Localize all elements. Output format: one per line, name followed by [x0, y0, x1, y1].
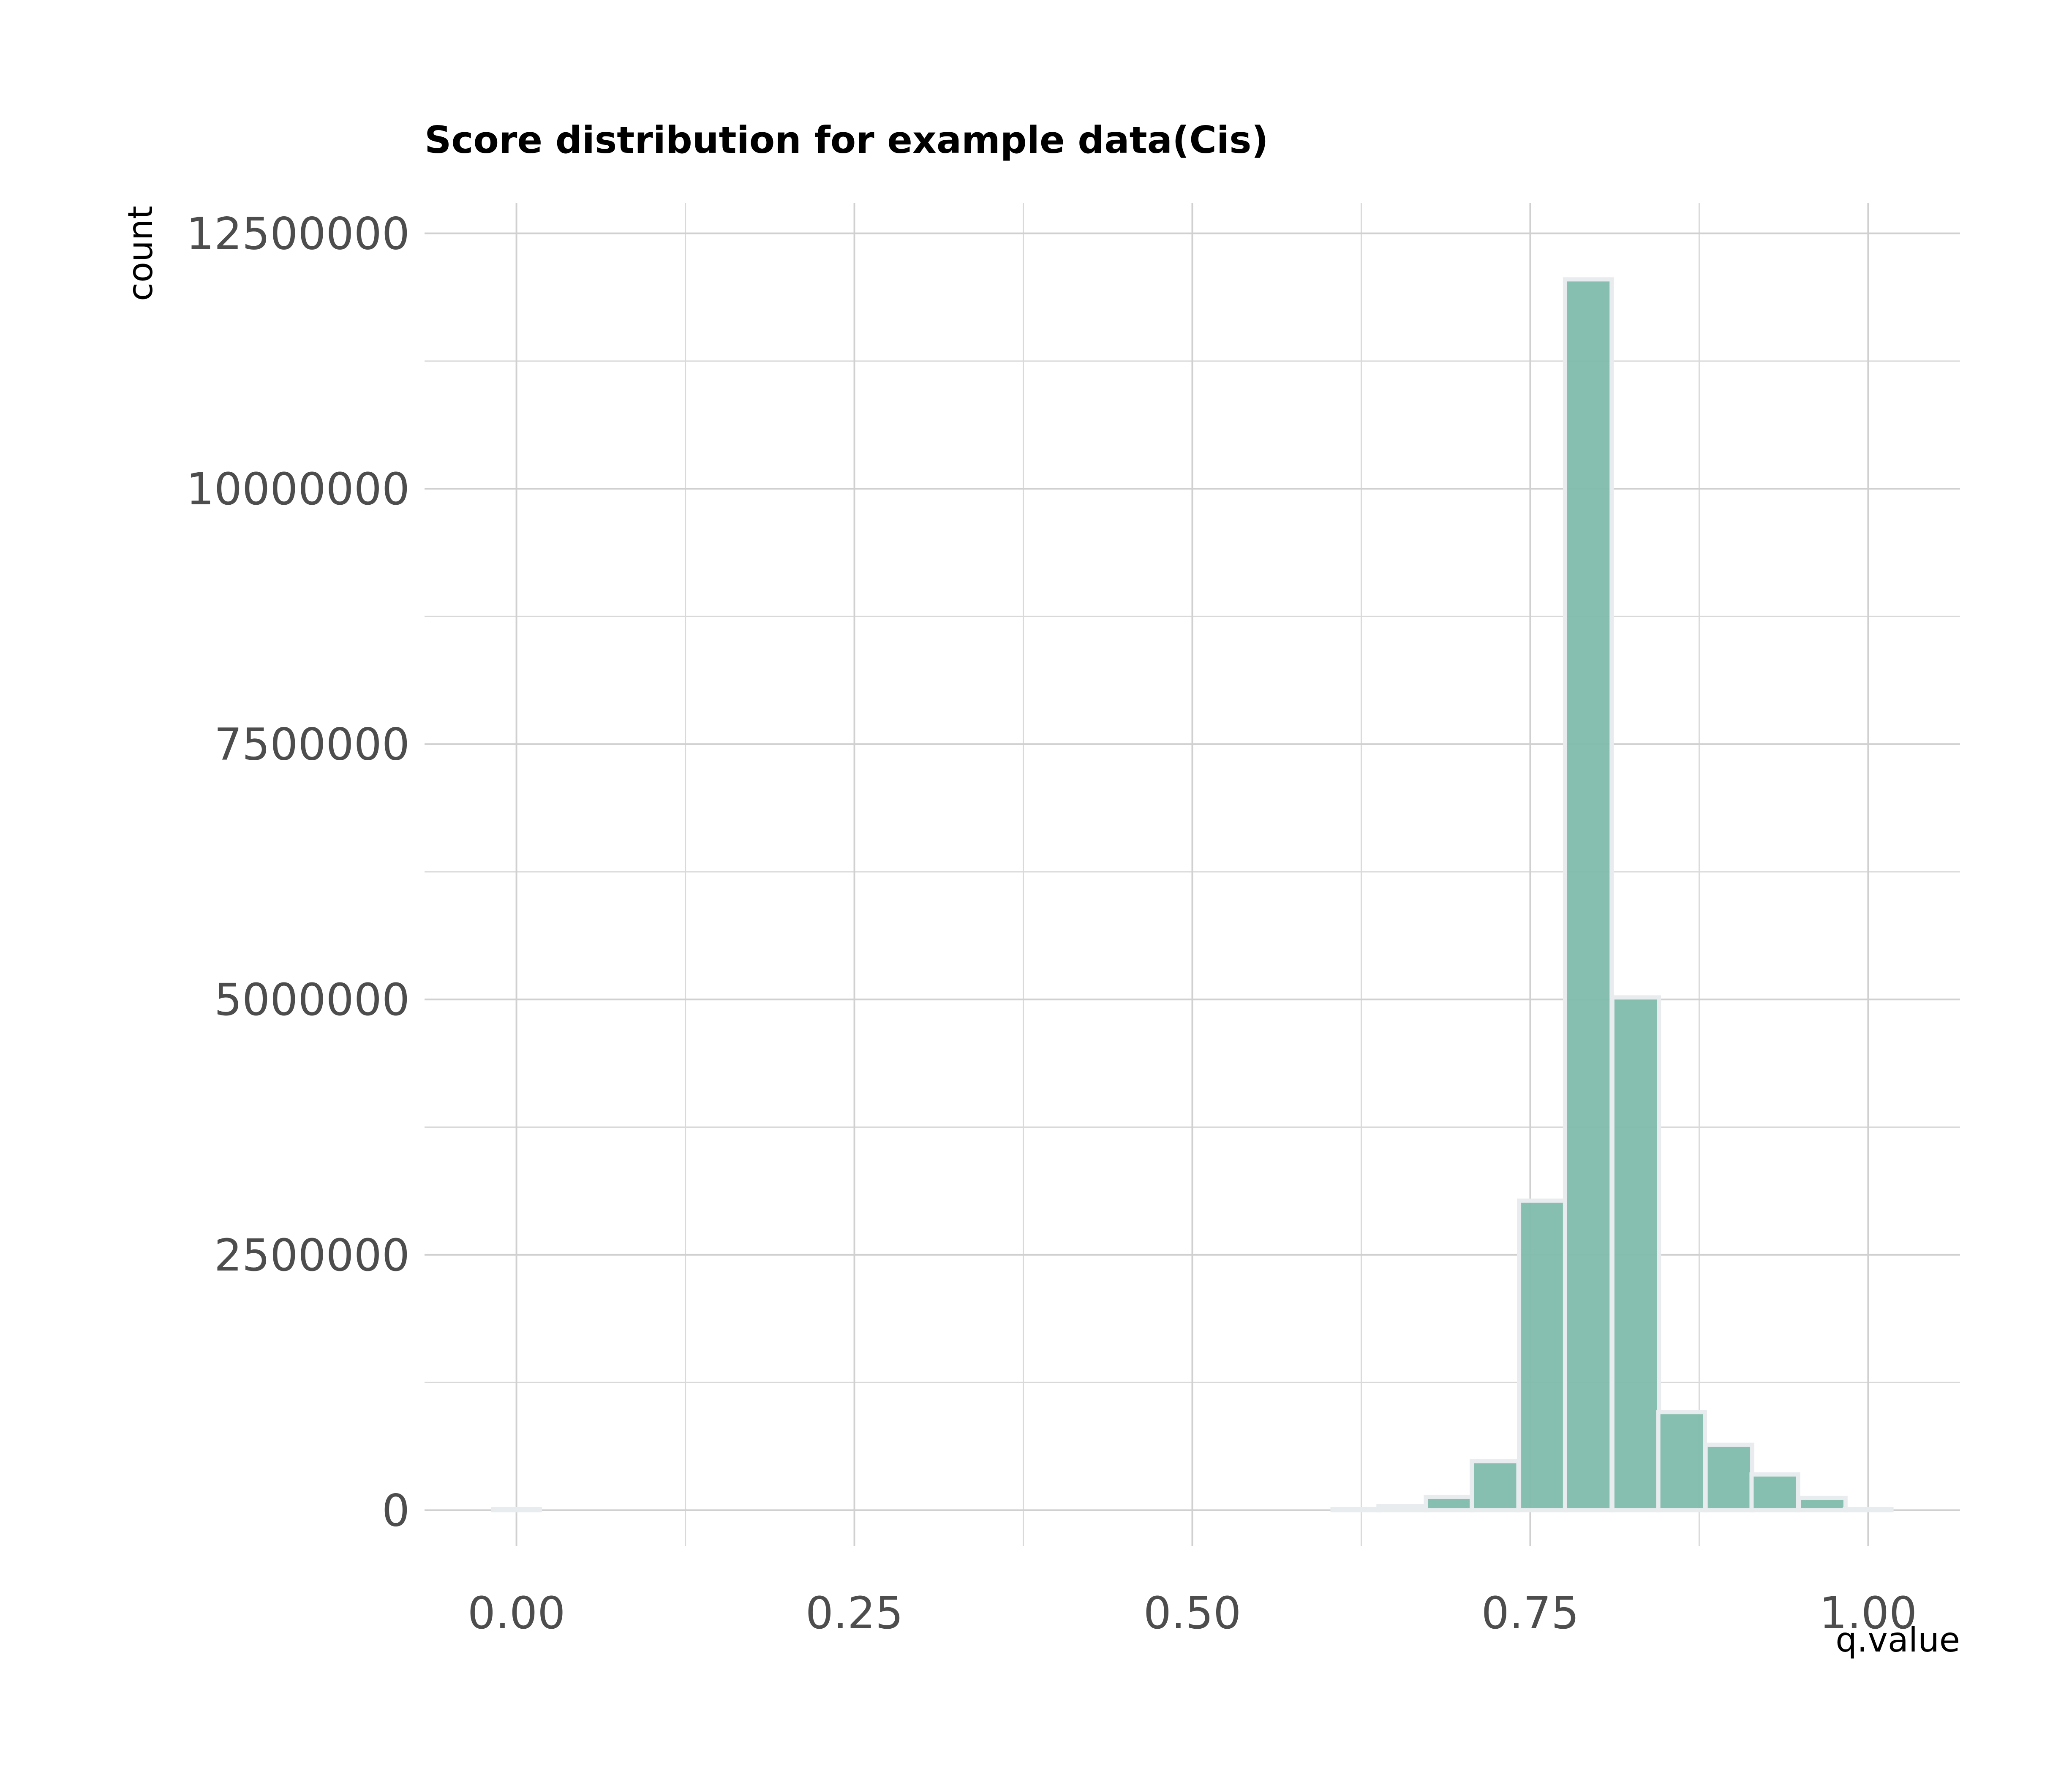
histogram-bar: [1470, 1459, 1521, 1513]
histogram-bar: [1330, 1507, 1381, 1513]
x-axis-tick-labels: 0.00 0.25 0.50 0.75 1.00: [468, 1587, 1917, 1639]
histogram-bar: [1610, 995, 1661, 1513]
y-tick-label: 10000000: [186, 463, 410, 515]
y-axis-tick-labels: 0 2500000 5000000 7500000 10000000 12500000: [186, 208, 410, 1537]
x-tick-label: 0.25: [806, 1587, 904, 1639]
x-tick-label: 0.75: [1481, 1587, 1579, 1639]
histogram-bar: [1703, 1442, 1755, 1513]
x-tick-label: 1.00: [1819, 1587, 1917, 1639]
histogram-bar: [1656, 1410, 1707, 1513]
histogram-bar: [1749, 1472, 1800, 1513]
y-tick-label: 7500000: [214, 719, 410, 770]
y-axis-title: count: [121, 206, 160, 301]
grid-lines: [425, 203, 1960, 1546]
x-tick-label: 0.50: [1144, 1587, 1242, 1639]
histogram-bar: [1376, 1504, 1427, 1513]
histogram-bar: [1843, 1507, 1894, 1513]
y-tick-label: 2500000: [214, 1230, 410, 1281]
histogram-bar: [1563, 277, 1614, 1513]
chart-title: Score distribution for example data(Cis): [425, 118, 1269, 162]
histogram-bars: [491, 277, 1894, 1513]
y-tick-label: 5000000: [214, 974, 410, 1026]
histogram-bar: [491, 1507, 542, 1513]
y-tick-label: 0: [382, 1485, 410, 1536]
y-tick-label: 12500000: [186, 208, 410, 260]
x-tick-label: 0.00: [468, 1587, 566, 1639]
histogram-bar: [1517, 1198, 1568, 1513]
histogram-bar: [1797, 1496, 1848, 1513]
x-axis-title: q.value: [1835, 1620, 1960, 1660]
histogram-bar: [1424, 1494, 1475, 1513]
